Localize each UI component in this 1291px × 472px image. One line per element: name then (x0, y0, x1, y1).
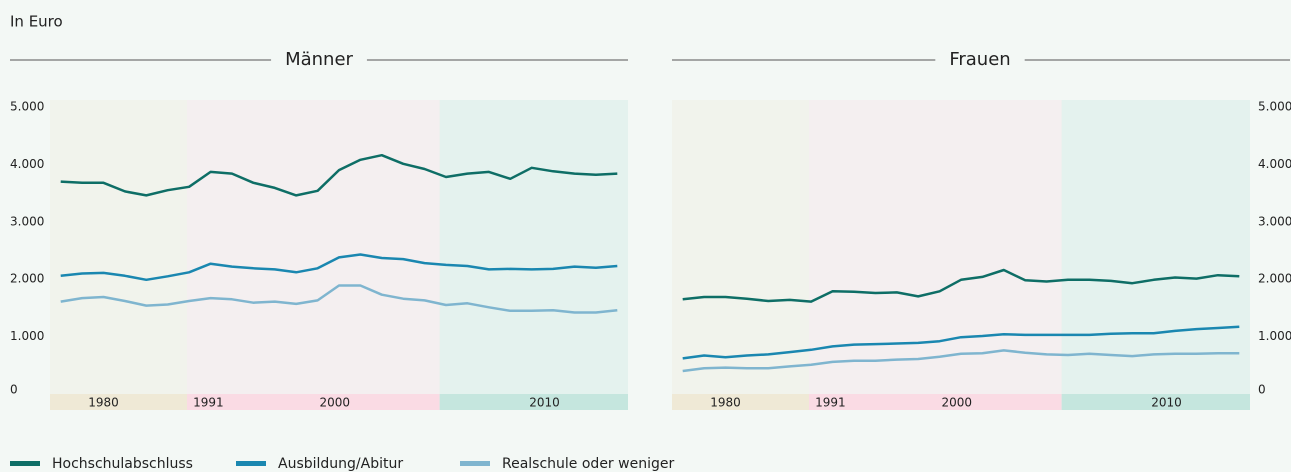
legend-swatch (236, 461, 266, 466)
period-label: 1980 (88, 396, 119, 410)
y-tick-label: 3.000 (1258, 214, 1291, 228)
legend-label: Hochschulabschluss (52, 456, 193, 472)
period-band (439, 100, 628, 394)
series-line (682, 268, 1240, 303)
legend-label: Ausbildung/Abitur (278, 456, 403, 472)
series-line (682, 325, 1240, 360)
period-band (50, 100, 188, 394)
period-strip (187, 394, 440, 410)
panel-title: Frauen (949, 49, 1010, 70)
period-band (672, 100, 810, 394)
panel-title: Männer (285, 49, 353, 70)
period-strip (672, 394, 810, 410)
legend-swatch (10, 461, 40, 466)
y-tick-label: 2.000 (10, 272, 44, 286)
legend-swatch (460, 461, 490, 466)
y-tick-label: 4.000 (10, 157, 44, 171)
series-line (60, 253, 618, 282)
y-axis-label: In Euro (10, 13, 63, 31)
period-label: 2010 (529, 396, 560, 410)
y-tick-label: 3.000 (10, 214, 44, 228)
y-tick-label: 2.000 (1258, 272, 1291, 286)
period-band (187, 100, 440, 394)
period-label: 1980 (710, 396, 741, 410)
y-tick-label: 5.000 (10, 100, 44, 114)
period-label: 2000 (319, 396, 350, 410)
period-label: 2010 (1151, 396, 1182, 410)
period-label: 1991 (193, 396, 224, 410)
series-line (682, 349, 1240, 373)
period-band (809, 100, 1062, 394)
period-label: 1991 (815, 396, 846, 410)
period-strip (809, 394, 1062, 410)
y-tick-label: 4.000 (1258, 157, 1291, 171)
period-strip (439, 394, 628, 410)
period-band (1061, 100, 1250, 394)
period-strip (50, 394, 188, 410)
y-tick-label: 5.000 (1258, 100, 1291, 114)
y-tick-label: 0 (10, 383, 18, 397)
y-tick-label: 0 (1258, 383, 1266, 397)
y-tick-label: 1.000 (1258, 329, 1291, 343)
series-line (60, 153, 618, 197)
legend-label: Realschule oder weniger (502, 456, 674, 472)
y-tick-label: 1.000 (10, 329, 44, 343)
period-label: 2000 (941, 396, 972, 410)
series-line (60, 284, 618, 314)
period-strip (1061, 394, 1250, 410)
